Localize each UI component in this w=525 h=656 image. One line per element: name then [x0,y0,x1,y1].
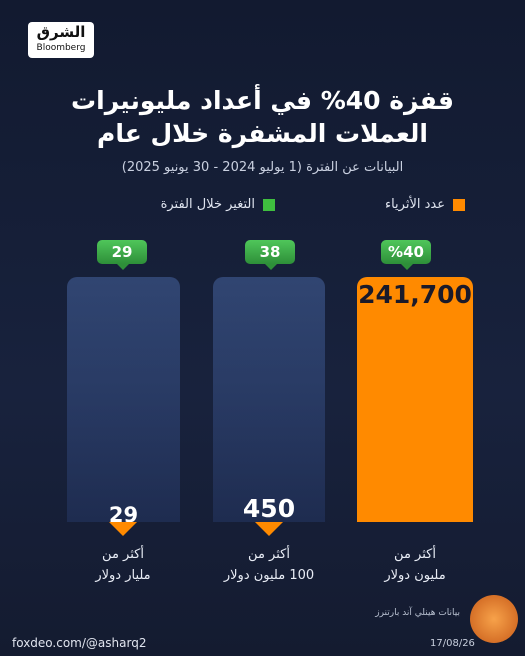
fox-icon [470,595,518,643]
column [213,277,325,522]
label-line: 100 مليون دولار [223,568,315,583]
title: قفزة 40% في أعداد مليونيرات العملات المش… [0,84,525,150]
legend-label: التغير خلال الفترة [160,197,255,212]
value-label: 241,700 [358,280,472,309]
source: بيانات هينلي آند بارتنرز [375,608,460,618]
title-line: العملات المشفرة خلال عام [97,119,428,148]
legend-item: التغير خلال الفترة [161,197,275,212]
subtitle: البيانات عن الفترة (1 يوليو 2024 - 30 يو… [121,160,404,175]
label-line: أكثر من [102,547,144,562]
column [67,277,180,522]
change-badge: %40 [381,240,431,270]
label-line: مليار دولار [95,568,151,583]
logo-sub: Bloomberg [36,43,86,53]
column [357,277,473,522]
label-line: أكثر من [248,547,290,562]
column-label: أكثر من مليار دولار [58,544,188,586]
value-label: 450 [242,494,296,523]
pointer [109,522,137,536]
logo-text: الشرق [36,23,86,41]
change-badge: 38 [245,240,295,270]
watermark: foxdeo.com/@asharq2 [12,636,147,650]
legend-item: عدد الأثرياء [385,197,465,212]
label-line: مليون دولار [384,568,446,583]
legend-label: عدد الأثرياء [384,197,445,212]
logo: الشرق Bloomberg [28,22,94,58]
legend-swatch [263,198,275,211]
column-label: أكثر من مليون دولار [350,544,480,586]
legend-swatch [453,198,465,211]
title-line: قفزة 40% في أعداد مليونيرات [71,86,454,115]
pointer [255,522,283,536]
change-badge: 29 [97,240,147,270]
label-line: أكثر من [394,547,436,562]
column-label: أكثر من 100 مليون دولار [204,544,334,586]
date: 17/08/26 [430,638,475,649]
